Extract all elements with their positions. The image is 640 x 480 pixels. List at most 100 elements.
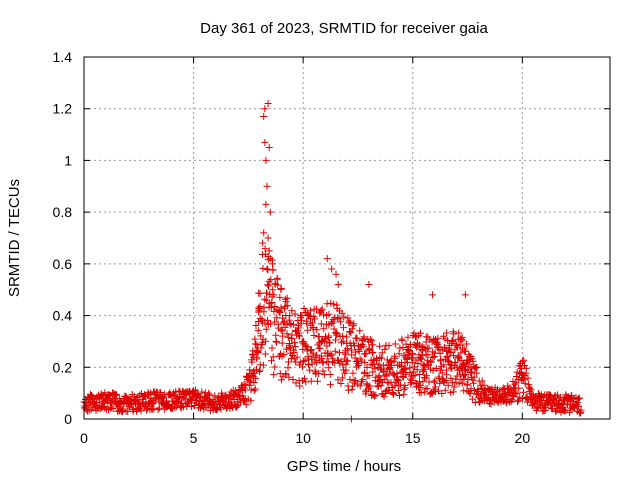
data-point <box>263 296 271 304</box>
data-point <box>388 361 396 369</box>
data-point <box>393 376 401 384</box>
data-point <box>264 234 272 242</box>
data-point <box>300 357 308 365</box>
data-point <box>267 276 275 284</box>
data-point <box>326 350 334 358</box>
data-point <box>282 298 290 306</box>
data-point <box>307 377 315 385</box>
data-point <box>329 355 337 363</box>
data-point <box>283 294 291 302</box>
data-point <box>337 379 345 387</box>
data-point <box>252 374 260 382</box>
data-point <box>427 358 435 366</box>
data-point <box>455 329 463 337</box>
data-point <box>243 373 251 381</box>
data-point <box>276 293 284 301</box>
data-point <box>363 363 371 371</box>
data-point <box>520 356 528 364</box>
data-point <box>316 344 324 352</box>
data-point <box>150 405 158 413</box>
data-point <box>309 349 317 357</box>
data-point <box>347 329 355 337</box>
data-point <box>463 340 471 348</box>
y-tick-label: 1.2 <box>53 101 73 117</box>
data-point <box>314 370 322 378</box>
data-point <box>478 377 486 385</box>
data-point <box>298 363 306 371</box>
data-point <box>268 357 276 365</box>
data-point <box>469 357 477 365</box>
data-point <box>346 376 354 384</box>
data-point <box>456 370 464 378</box>
data-point <box>365 372 373 380</box>
y-axis-label: SRMTID / TECUs <box>6 179 23 297</box>
data-point <box>449 337 457 345</box>
data-point <box>319 359 327 367</box>
data-point <box>283 320 291 328</box>
data-point <box>375 377 383 385</box>
data-point <box>468 368 476 376</box>
data-point <box>306 366 314 374</box>
data-point <box>457 349 465 357</box>
data-point <box>103 396 111 404</box>
data-point <box>355 361 363 369</box>
data-point <box>422 374 430 382</box>
data-point <box>240 396 248 404</box>
data-point <box>513 389 521 397</box>
data-point <box>276 309 284 317</box>
data-point <box>329 318 337 326</box>
data-point <box>432 388 440 396</box>
data-point <box>351 376 359 384</box>
data-point <box>413 366 421 374</box>
data-point <box>448 379 456 387</box>
data-point <box>261 295 269 303</box>
data-point <box>167 405 175 413</box>
data-point <box>233 402 241 410</box>
data-point <box>330 325 338 333</box>
data-point <box>279 332 287 340</box>
data-point <box>286 319 294 327</box>
data-point <box>259 239 267 247</box>
data-point <box>370 392 378 400</box>
data-point <box>271 318 279 326</box>
data-point <box>444 381 452 389</box>
data-point <box>356 327 364 335</box>
data-point <box>437 356 445 364</box>
data-point <box>259 264 267 272</box>
data-point <box>401 384 409 392</box>
data-point <box>291 339 299 347</box>
data-point <box>443 329 451 337</box>
data-point <box>317 306 325 314</box>
data-point <box>466 389 474 397</box>
data-point <box>393 370 401 378</box>
data-point <box>369 341 377 349</box>
data-point <box>204 389 212 397</box>
data-point <box>416 381 424 389</box>
data-point <box>349 369 357 377</box>
data-point <box>311 315 319 323</box>
data-point <box>345 317 353 325</box>
data-point <box>308 319 316 327</box>
data-point <box>411 371 419 379</box>
data-point <box>269 266 277 274</box>
data-points <box>80 100 585 423</box>
data-point <box>514 398 522 406</box>
data-point <box>381 345 389 353</box>
data-point <box>262 325 270 333</box>
data-point <box>339 332 347 340</box>
data-point <box>206 391 214 399</box>
data-point <box>263 182 271 190</box>
data-point <box>263 289 271 297</box>
data-point <box>338 309 346 317</box>
data-point <box>574 395 582 403</box>
data-point <box>339 324 347 332</box>
data-point <box>359 342 367 350</box>
data-point <box>245 381 253 389</box>
data-point <box>252 322 260 330</box>
data-point <box>406 369 414 377</box>
data-point <box>293 353 301 361</box>
data-point <box>342 366 350 374</box>
data-point <box>263 265 271 273</box>
data-point <box>300 305 308 313</box>
